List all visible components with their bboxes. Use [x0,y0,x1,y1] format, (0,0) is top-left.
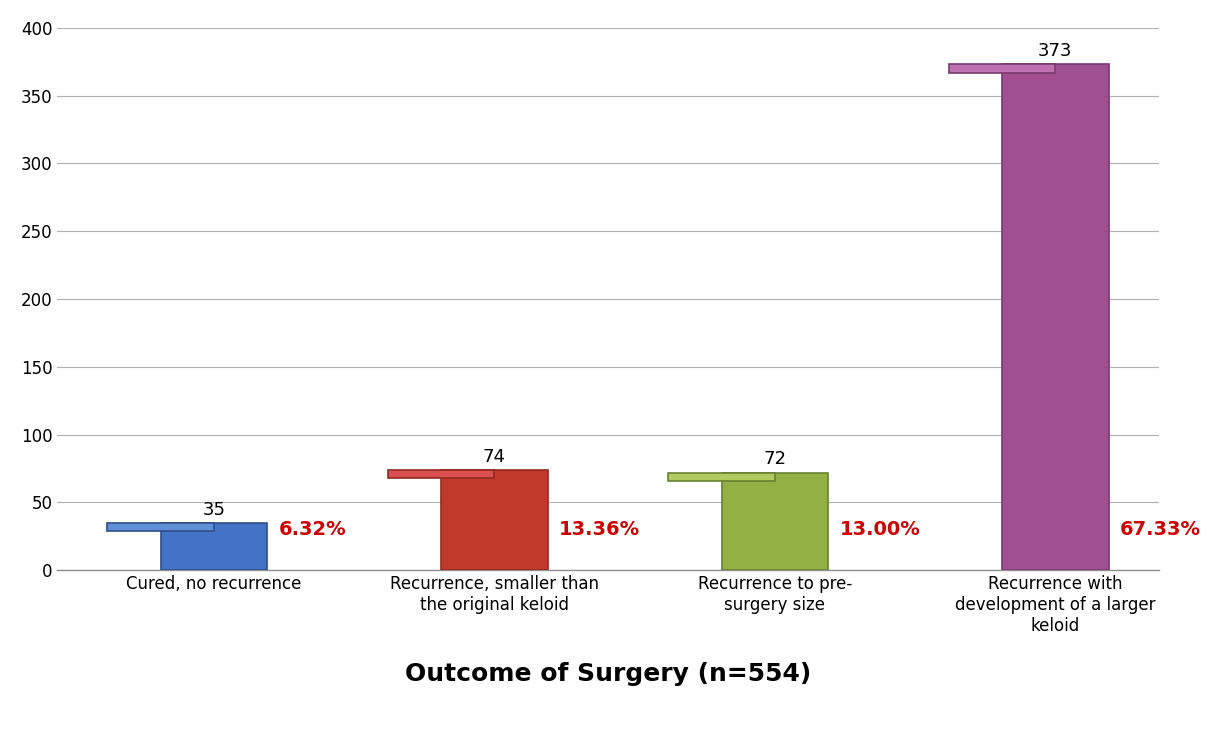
Text: 13.00%: 13.00% [839,520,920,539]
Text: 13.36%: 13.36% [560,520,640,539]
Bar [161,523,267,570]
Text: 67.33%: 67.33% [1120,520,1201,539]
Text: 6.32%: 6.32% [279,520,346,539]
Bar [108,523,213,531]
X-axis label: Outcome of Surgery (n=554): Outcome of Surgery (n=554) [405,662,811,686]
Text: 74: 74 [483,448,506,466]
Text: 35: 35 [202,501,226,519]
Bar [948,64,1055,72]
Text: 72: 72 [763,450,787,469]
Bar [442,470,547,570]
Bar [669,472,775,481]
Bar [721,472,828,570]
Bar [388,470,494,478]
Text: 373: 373 [1038,42,1072,61]
Bar [1002,64,1109,570]
